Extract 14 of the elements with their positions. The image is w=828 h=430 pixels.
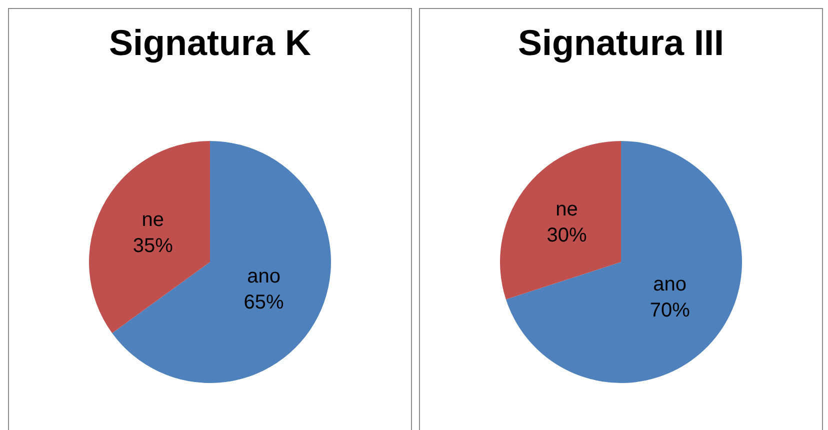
chart-title: Signatura K xyxy=(108,22,312,64)
chart-title: Signatura III xyxy=(518,22,724,64)
pie-slice xyxy=(89,141,210,334)
pie-slice xyxy=(506,141,742,383)
slice-label: ne xyxy=(142,208,164,231)
pie-slice xyxy=(500,141,621,300)
data-label: 35% xyxy=(132,234,174,257)
data-label: 30% xyxy=(546,224,588,247)
slice-label: ano xyxy=(653,274,687,296)
data-label: 65% xyxy=(244,291,284,314)
slice-label: ne xyxy=(556,198,578,221)
pie-slice xyxy=(112,141,331,383)
data-label: 70% xyxy=(650,300,690,322)
slice-label: ano xyxy=(247,265,280,288)
